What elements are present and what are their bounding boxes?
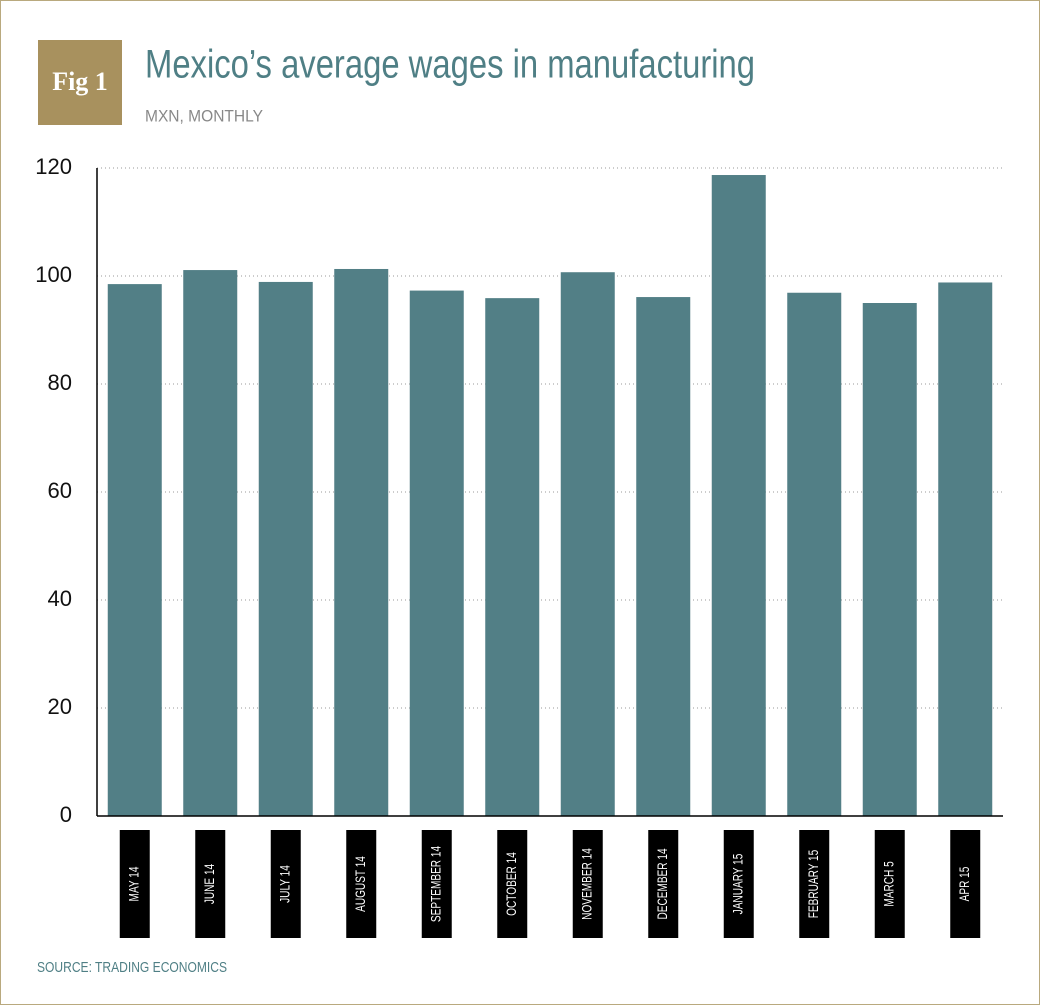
bar xyxy=(183,270,238,816)
bar xyxy=(409,290,464,817)
y-tick-label: 120 xyxy=(35,154,72,179)
bar xyxy=(938,282,993,817)
y-tick-label: 60 xyxy=(48,478,72,503)
category-label-box xyxy=(497,830,528,938)
category-label-box xyxy=(421,830,452,938)
x-tick-label: DECEMBER 14 xyxy=(654,848,670,919)
category-label-box xyxy=(723,830,754,938)
category-label-box xyxy=(270,830,301,938)
y-tick-label: 100 xyxy=(35,262,72,287)
category-label-box xyxy=(874,830,905,938)
category-label-box xyxy=(346,830,377,938)
x-tick-label: OCTOBER 14 xyxy=(503,852,519,916)
bar xyxy=(787,292,842,816)
category-label-box xyxy=(950,830,981,938)
bar xyxy=(258,281,313,816)
x-tick-label: MAY 14 xyxy=(126,866,142,901)
category-label-box xyxy=(119,830,150,938)
bar xyxy=(334,268,389,817)
y-tick-label: 40 xyxy=(48,586,72,611)
y-tick-label: 20 xyxy=(48,694,72,719)
source-note: SOURCE: TRADING ECONOMICS xyxy=(37,959,227,976)
figure-badge xyxy=(38,40,122,125)
x-tick-label: MARCH 5 xyxy=(881,861,897,907)
category-label-box xyxy=(648,830,679,938)
x-tick-label: APR 15 xyxy=(956,866,972,901)
bar xyxy=(711,175,766,816)
bar xyxy=(560,272,615,817)
category-label-box xyxy=(799,830,830,938)
category-label-box xyxy=(572,830,603,938)
y-tick-label: 0 xyxy=(60,802,72,827)
chart-subtitle: MXN, MONTHLY xyxy=(145,106,263,125)
chart-title: Mexico’s average wages in manufacturing xyxy=(145,43,755,87)
bar xyxy=(107,284,162,817)
y-tick-label: 80 xyxy=(48,370,72,395)
x-tick-label: JULY 14 xyxy=(277,865,293,903)
bar xyxy=(636,297,691,816)
figure-label: Fig 1 xyxy=(52,67,108,96)
x-tick-label: JANUARY 15 xyxy=(730,853,746,914)
x-tick-label: AUGUST 14 xyxy=(352,856,368,912)
x-tick-label: JUNE 14 xyxy=(201,864,217,904)
x-tick-label: NOVEMBER 14 xyxy=(579,848,595,920)
x-tick-label: SEPTEMBER 14 xyxy=(428,846,444,922)
x-tick-label: FEBRUARY 15 xyxy=(805,850,821,919)
bar xyxy=(485,298,540,816)
bar xyxy=(862,303,917,816)
category-label-box xyxy=(195,830,226,938)
